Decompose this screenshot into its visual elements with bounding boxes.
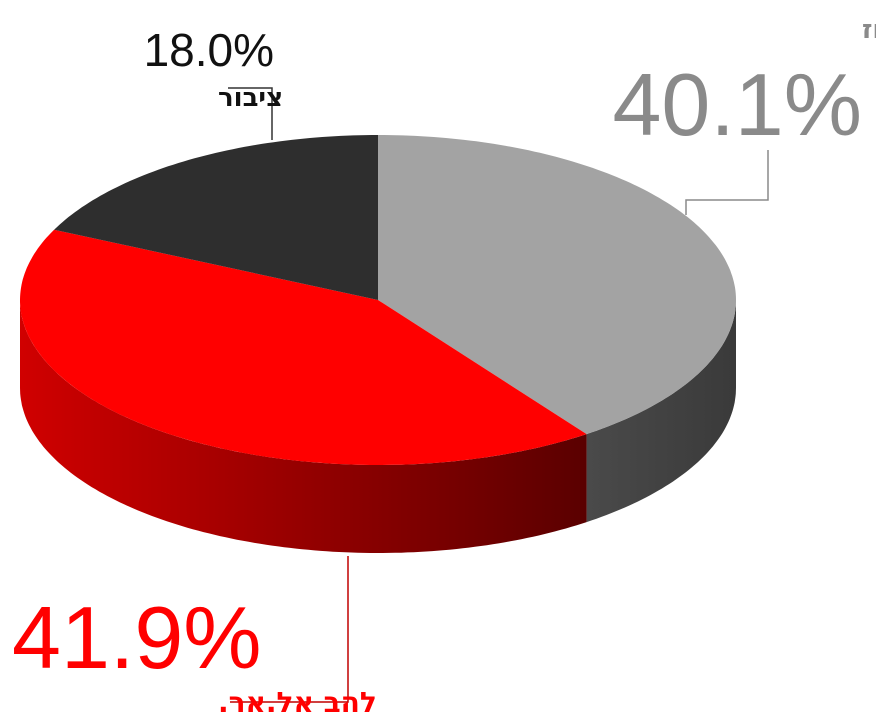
slice-label: להב אל.אר. xyxy=(218,686,377,719)
value-label: 41.9% xyxy=(12,588,262,687)
slice-label: ציבור xyxy=(218,83,283,113)
slice-side xyxy=(20,300,587,553)
slice xyxy=(54,135,378,300)
value-label: 40.1% xyxy=(612,55,862,154)
leader-line xyxy=(685,150,769,215)
leader-line xyxy=(228,87,273,140)
leader-line xyxy=(230,556,349,703)
value-label: 18.0% xyxy=(144,24,274,76)
slice xyxy=(378,135,736,435)
slice xyxy=(20,229,587,465)
slice-side xyxy=(586,300,736,523)
slice-label: ירון קיקוז xyxy=(862,15,876,45)
